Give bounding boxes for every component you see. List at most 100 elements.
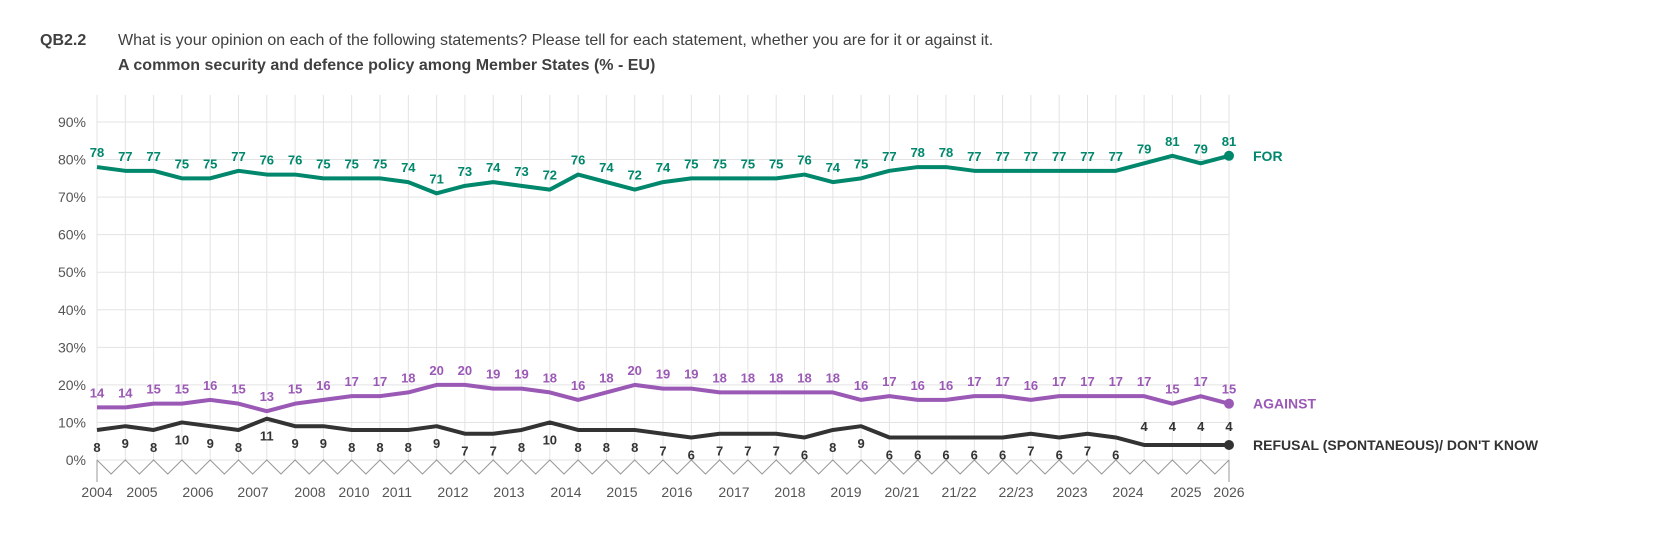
data-label: 16	[1024, 378, 1038, 393]
data-label: 17	[1052, 374, 1066, 389]
data-label: 7	[490, 444, 497, 459]
data-label: 8	[405, 440, 412, 455]
data-label: 8	[376, 440, 383, 455]
data-label: 19	[684, 367, 698, 382]
data-label: 74	[826, 160, 841, 175]
data-label: 9	[207, 436, 214, 451]
data-label: 76	[288, 153, 302, 168]
y-tick-label: 60%	[58, 227, 86, 243]
data-label: 6	[999, 447, 1006, 462]
data-label: 8	[574, 440, 581, 455]
data-label: 15	[288, 382, 302, 397]
data-label: 6	[914, 447, 921, 462]
data-label: 18	[543, 370, 557, 385]
data-label: 75	[316, 156, 330, 171]
x-tick-label: 2019	[830, 484, 861, 500]
data-label: 4	[1140, 419, 1148, 434]
x-tick-label: 2024	[1112, 484, 1143, 500]
x-tick-label: 2013	[493, 484, 524, 500]
x-axis-bracket	[96, 459, 1230, 475]
x-tick-label: 2010	[338, 484, 369, 500]
data-label: 18	[797, 370, 811, 385]
data-label: 6	[1112, 447, 1119, 462]
x-tick-label: 2006	[182, 484, 213, 500]
data-label: 18	[712, 370, 726, 385]
data-label: 77	[1080, 149, 1094, 164]
data-label: 10	[175, 432, 189, 447]
series-line	[97, 382, 1230, 414]
data-label: 78	[910, 145, 924, 160]
data-label: 11	[260, 429, 274, 444]
data-label: 74	[599, 160, 614, 175]
x-tick-label: 2005	[126, 484, 157, 500]
data-label: 18	[769, 370, 783, 385]
data-label: 4	[1197, 419, 1205, 434]
data-label: 20	[429, 363, 443, 378]
data-label: 75	[854, 156, 868, 171]
data-label: 76	[571, 153, 585, 168]
data-label: 17	[995, 374, 1009, 389]
data-label: 6	[886, 447, 893, 462]
data-label: 71	[429, 171, 443, 186]
x-tick-label: 2016	[661, 484, 692, 500]
y-tick-label: 80%	[58, 152, 86, 168]
data-label: 77	[231, 149, 245, 164]
data-label: 20	[627, 363, 641, 378]
x-tick-label: 2007	[237, 484, 268, 500]
x-tick-label: 20/21	[884, 484, 919, 500]
x-tick-label: 22/23	[998, 484, 1033, 500]
data-label: 6	[801, 447, 808, 462]
data-label: 15	[146, 382, 160, 397]
data-label: 77	[146, 149, 160, 164]
data-label: 9	[291, 436, 298, 451]
data-label: 8	[235, 440, 242, 455]
x-tick-label: 2025	[1170, 484, 1201, 500]
data-label: 18	[401, 370, 415, 385]
data-label: 73	[458, 164, 472, 179]
x-tick-label: 2015	[606, 484, 637, 500]
data-label: 14	[90, 385, 105, 400]
x-tick-label: 2004	[81, 484, 112, 500]
data-label: 9	[433, 436, 440, 451]
data-label: 75	[684, 156, 698, 171]
y-tick-label: 90%	[58, 114, 86, 130]
y-tick-label: 30%	[58, 339, 86, 355]
data-label: 6	[942, 447, 949, 462]
data-label: 6	[1056, 447, 1063, 462]
series-line	[96, 153, 1230, 196]
data-label: 9	[122, 436, 129, 451]
data-label: 7	[461, 444, 468, 459]
data-label: 8	[150, 440, 157, 455]
data-label: 19	[656, 367, 670, 382]
data-label: 78	[939, 145, 953, 160]
data-label: 18	[599, 370, 613, 385]
y-tick-label: 0%	[66, 452, 86, 468]
data-label: 10	[543, 432, 557, 447]
data-label: 77	[967, 149, 981, 164]
data-label: 13	[260, 389, 274, 404]
data-label: 73	[514, 164, 528, 179]
data-label: 8	[603, 440, 610, 455]
data-label: 15	[1165, 382, 1179, 397]
data-label: 17	[967, 374, 981, 389]
data-label: 75	[344, 156, 358, 171]
data-label: 74	[401, 160, 416, 175]
series-line	[96, 416, 1229, 447]
data-label: 16	[316, 378, 330, 393]
data-label: 16	[939, 378, 953, 393]
data-label: 79	[1193, 141, 1207, 156]
data-label: 7	[773, 444, 780, 459]
y-tick-label: 20%	[58, 377, 86, 393]
data-label: 75	[203, 156, 217, 171]
data-label: 9	[857, 436, 864, 451]
data-label: 17	[1109, 374, 1123, 389]
data-label: 75	[741, 156, 755, 171]
data-label: 16	[854, 378, 868, 393]
data-label: 19	[486, 367, 500, 382]
question-text: What is your opinion on each of the foll…	[118, 32, 994, 49]
data-label: 79	[1137, 141, 1151, 156]
data-label: 8	[518, 440, 525, 455]
data-label: 17	[373, 374, 387, 389]
y-tick-label: 70%	[58, 189, 86, 205]
data-label: 76	[260, 153, 274, 168]
